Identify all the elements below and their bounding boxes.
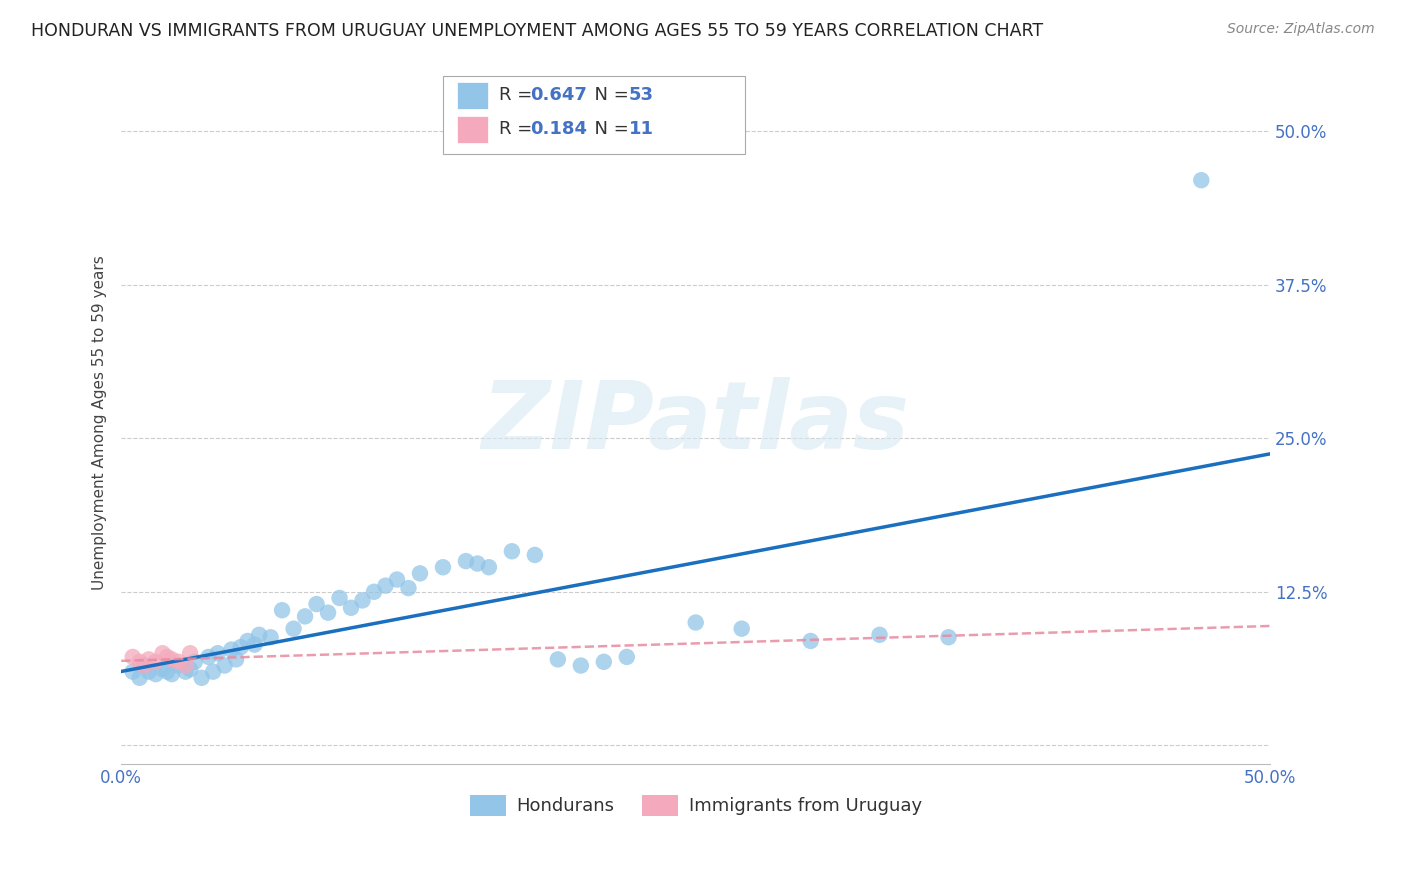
Legend: Hondurans, Immigrants from Uruguay: Hondurans, Immigrants from Uruguay xyxy=(463,788,929,823)
Text: HONDURAN VS IMMIGRANTS FROM URUGUAY UNEMPLOYMENT AMONG AGES 55 TO 59 YEARS CORRE: HONDURAN VS IMMIGRANTS FROM URUGUAY UNEM… xyxy=(31,22,1043,40)
Point xyxy=(731,622,754,636)
Point xyxy=(259,630,281,644)
Point xyxy=(179,646,201,660)
Point xyxy=(190,671,212,685)
Point xyxy=(294,609,316,624)
Point xyxy=(202,665,225,679)
Point xyxy=(328,591,350,605)
Point xyxy=(316,606,339,620)
Point xyxy=(156,665,179,679)
Point xyxy=(547,652,569,666)
Point xyxy=(869,628,891,642)
Point xyxy=(156,649,179,664)
Point xyxy=(121,649,143,664)
Point xyxy=(229,640,252,654)
Point xyxy=(569,658,592,673)
Point xyxy=(134,658,156,673)
Point xyxy=(128,655,150,669)
Point xyxy=(225,652,247,666)
Point xyxy=(938,630,960,644)
Point xyxy=(616,649,638,664)
Point xyxy=(523,548,546,562)
Point xyxy=(800,634,823,648)
Point xyxy=(283,622,305,636)
Point xyxy=(340,600,363,615)
Point xyxy=(385,573,408,587)
Point xyxy=(592,655,614,669)
Point xyxy=(121,665,143,679)
Text: 11: 11 xyxy=(628,120,654,138)
Point xyxy=(174,658,197,673)
Point xyxy=(432,560,454,574)
Point xyxy=(467,557,489,571)
Point xyxy=(128,671,150,685)
Text: R =: R = xyxy=(499,120,538,138)
Point xyxy=(167,658,190,673)
Point xyxy=(184,655,207,669)
Point xyxy=(152,662,174,676)
Point xyxy=(145,655,167,669)
Point xyxy=(454,554,477,568)
Point xyxy=(160,652,183,666)
Point xyxy=(243,638,266,652)
Point xyxy=(374,579,396,593)
Point xyxy=(409,566,432,581)
Point xyxy=(271,603,294,617)
Text: R =: R = xyxy=(499,87,538,104)
Text: N =: N = xyxy=(583,87,636,104)
Point xyxy=(167,655,190,669)
Point xyxy=(236,634,259,648)
Text: 0.184: 0.184 xyxy=(530,120,588,138)
Point xyxy=(1189,173,1212,187)
Text: Source: ZipAtlas.com: Source: ZipAtlas.com xyxy=(1227,22,1375,37)
Point xyxy=(179,662,201,676)
Text: N =: N = xyxy=(583,120,636,138)
Y-axis label: Unemployment Among Ages 55 to 59 years: Unemployment Among Ages 55 to 59 years xyxy=(93,255,107,591)
Text: 53: 53 xyxy=(628,87,654,104)
Point xyxy=(160,667,183,681)
Point xyxy=(398,581,420,595)
Point xyxy=(138,652,160,666)
Point xyxy=(138,665,160,679)
Text: ZIPatlas: ZIPatlas xyxy=(482,376,910,469)
Point xyxy=(352,593,374,607)
Point xyxy=(214,658,236,673)
Point xyxy=(221,642,243,657)
Point xyxy=(478,560,501,574)
Point xyxy=(174,665,197,679)
Point xyxy=(152,646,174,660)
Point xyxy=(134,658,156,673)
Point xyxy=(501,544,523,558)
Point xyxy=(305,597,328,611)
Point xyxy=(247,628,270,642)
Point xyxy=(685,615,707,630)
Point xyxy=(363,584,385,599)
Text: 0.647: 0.647 xyxy=(530,87,586,104)
Point xyxy=(207,646,229,660)
Point xyxy=(145,667,167,681)
Point xyxy=(197,649,219,664)
